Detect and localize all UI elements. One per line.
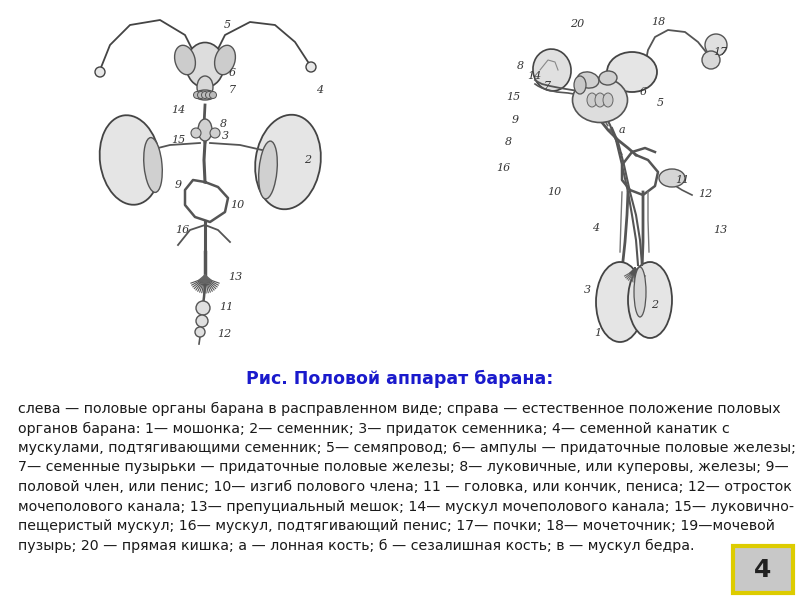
Text: 11: 11: [219, 302, 233, 312]
Text: мочеполового канала; 13— препуциальный мешок; 14— мускул мочеполового канала; 15: мочеполового канала; 13— препуциальный м…: [18, 499, 794, 514]
Ellipse shape: [587, 93, 597, 107]
Ellipse shape: [574, 76, 586, 94]
Text: 8: 8: [517, 61, 523, 71]
Text: 4: 4: [754, 558, 772, 582]
Circle shape: [202, 91, 209, 98]
Text: органов барана: 1— мошонка; 2— семенник; 3— придаток семенника; 4— семенной кана: органов барана: 1— мошонка; 2— семенник;…: [18, 421, 730, 436]
Ellipse shape: [533, 49, 571, 91]
Ellipse shape: [628, 262, 672, 338]
Text: а: а: [618, 125, 626, 135]
Ellipse shape: [174, 45, 195, 75]
Circle shape: [95, 67, 105, 77]
Text: 16: 16: [496, 163, 510, 173]
Text: 8: 8: [505, 137, 511, 147]
Text: 7: 7: [229, 85, 235, 95]
Text: 16: 16: [175, 225, 189, 235]
Text: 14: 14: [171, 105, 185, 115]
Circle shape: [210, 128, 220, 138]
Ellipse shape: [258, 141, 278, 199]
Ellipse shape: [214, 45, 235, 75]
Text: 18: 18: [651, 17, 665, 27]
Ellipse shape: [186, 43, 224, 88]
Ellipse shape: [100, 115, 160, 205]
Text: 5: 5: [223, 20, 230, 30]
Ellipse shape: [607, 52, 657, 92]
Text: 12: 12: [698, 189, 712, 199]
Circle shape: [191, 128, 201, 138]
Text: 15: 15: [506, 92, 520, 102]
Text: 4: 4: [593, 223, 599, 233]
Ellipse shape: [596, 262, 644, 342]
Text: 9: 9: [511, 115, 518, 125]
Circle shape: [196, 301, 210, 315]
Text: половой член, или пенис; 10— изгиб полового члена; 11 — головка, или кончик, пен: половой член, или пенис; 10— изгиб полов…: [18, 480, 792, 494]
Text: 6: 6: [229, 68, 235, 78]
Circle shape: [702, 51, 720, 69]
Text: 10: 10: [230, 200, 244, 210]
Text: 11: 11: [675, 175, 689, 185]
Ellipse shape: [198, 119, 212, 141]
Text: 7— семенные пузырьки — придаточные половые железы; 8— луковичные, или куперовы, : 7— семенные пузырьки — придаточные полов…: [18, 461, 789, 475]
Text: 8: 8: [219, 119, 226, 129]
Text: 2: 2: [305, 155, 311, 165]
Text: 10: 10: [547, 187, 561, 197]
Circle shape: [198, 91, 205, 98]
Text: 9: 9: [174, 180, 182, 190]
Text: 2: 2: [651, 300, 658, 310]
Text: 1: 1: [594, 328, 602, 338]
Circle shape: [206, 91, 213, 98]
Text: Рис. Половой аппарат барана:: Рис. Половой аппарат барана:: [246, 370, 554, 388]
Text: пещеристый мускул; 16— мускул, подтягивающий пенис; 17— почки; 18— мочеточник; 1: пещеристый мускул; 16— мускул, подтягива…: [18, 519, 775, 533]
Text: 7: 7: [543, 81, 550, 91]
Circle shape: [196, 315, 208, 327]
Ellipse shape: [595, 93, 605, 107]
Text: 13: 13: [713, 225, 727, 235]
Circle shape: [306, 62, 316, 72]
Text: 5: 5: [657, 98, 663, 108]
Circle shape: [210, 91, 217, 98]
Ellipse shape: [577, 72, 599, 88]
Circle shape: [195, 327, 205, 337]
Text: 4: 4: [317, 85, 323, 95]
Text: 14: 14: [527, 71, 541, 81]
Text: 20: 20: [570, 19, 584, 29]
Circle shape: [194, 91, 201, 98]
Ellipse shape: [255, 115, 321, 209]
Ellipse shape: [144, 137, 162, 193]
Text: 17: 17: [713, 47, 727, 57]
Ellipse shape: [659, 169, 685, 187]
Ellipse shape: [634, 267, 646, 317]
Text: 3: 3: [583, 285, 590, 295]
FancyBboxPatch shape: [733, 546, 793, 593]
Ellipse shape: [603, 93, 613, 107]
Text: пузырь; 20 — прямая кишка; а — лонная кость; б — сезалишная кость; в — мускул бе: пузырь; 20 — прямая кишка; а — лонная ко…: [18, 539, 694, 553]
Text: 13: 13: [228, 272, 242, 282]
Ellipse shape: [197, 76, 213, 98]
Ellipse shape: [599, 71, 617, 85]
Text: 6: 6: [639, 87, 646, 97]
Circle shape: [705, 34, 727, 56]
Text: мускулами, подтягивающими семенник; 5— семяпровод; 6— ампулы — придаточные полов: мускулами, подтягивающими семенник; 5— с…: [18, 441, 796, 455]
Ellipse shape: [195, 90, 215, 100]
Text: 15: 15: [171, 135, 185, 145]
Text: 3: 3: [222, 131, 229, 141]
Text: 12: 12: [217, 329, 231, 339]
Text: слева — половые органы барана в расправленном виде; справа — естественное положе: слева — половые органы барана в расправл…: [18, 402, 781, 416]
Ellipse shape: [573, 77, 627, 122]
